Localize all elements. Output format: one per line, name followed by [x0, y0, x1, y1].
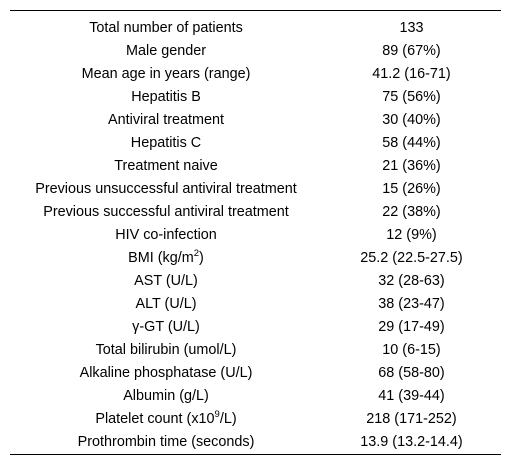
row-label: Hepatitis B — [131, 88, 201, 105]
row-value: 13.9 (13.2-14.4) — [360, 433, 463, 450]
row-label-text: BMI (kg/m — [128, 249, 194, 266]
table-row: Prothrombin time (seconds) 13.9 (13.2-14… — [10, 430, 501, 453]
row-label: Previous successful antiviral treatment — [43, 203, 289, 220]
row-value: 133 — [399, 19, 424, 36]
row-value: 25.2 (22.5-27.5) — [360, 249, 463, 266]
row-label: Prothrombin time (seconds) — [77, 433, 255, 450]
row-value: 10 (6-15) — [382, 341, 441, 358]
table-row: Hepatitis C 58 (44%) — [10, 131, 501, 154]
row-value: 38 (23-47) — [378, 295, 445, 312]
row-value: 68 (58-80) — [378, 364, 445, 381]
table-row: Antiviral treatment 30 (40%) — [10, 108, 501, 131]
row-label-text: ) — [199, 249, 204, 266]
table-row: AST (U/L) 32 (28-63) — [10, 269, 501, 292]
row-value: 21 (36%) — [382, 157, 441, 174]
row-value: 218 (171-252) — [366, 410, 457, 427]
row-label: Alkaline phosphatase (U/L) — [79, 364, 253, 381]
table-row: Male gender 89 (67%) — [10, 39, 501, 62]
row-value: 89 (67%) — [382, 42, 441, 59]
row-label: Albumin (g/L) — [123, 387, 209, 404]
table-row: Albumin (g/L) 41 (39-44) — [10, 384, 501, 407]
row-value: 15 (26%) — [382, 180, 441, 197]
row-value: 41 (39-44) — [378, 387, 445, 404]
row-label: HIV co-infection — [115, 226, 217, 243]
row-label: Male gender — [126, 42, 206, 59]
row-value: 30 (40%) — [382, 111, 441, 128]
table-row: Mean age in years (range) 41.2 (16-71) — [10, 62, 501, 85]
table-row: HIV co-infection 12 (9%) — [10, 223, 501, 246]
row-label: Previous unsuccessful antiviral treatmen… — [35, 180, 297, 197]
table-row: Previous successful antiviral treatment … — [10, 200, 501, 223]
row-label: Total number of patients — [89, 19, 243, 36]
row-label: Antiviral treatment — [108, 111, 224, 128]
row-value: 75 (56%) — [382, 88, 441, 105]
table-row: Platelet count (x109/L) 218 (171-252) — [10, 407, 501, 430]
row-label: AST (U/L) — [134, 272, 198, 289]
row-label: BMI (kg/m2) — [10, 246, 322, 269]
row-label-text: /L) — [219, 410, 237, 427]
row-label: Treatment naive — [114, 157, 218, 174]
table-row: Total bilirubin (umol/L) 10 (6-15) — [10, 338, 501, 361]
row-value: 12 (9%) — [386, 226, 437, 243]
row-value: 41.2 (16-71) — [372, 65, 451, 82]
table-row: γ-GT (U/L) 29 (17-49) — [10, 315, 501, 338]
data-table: Total number of patients 133 Male gender… — [10, 16, 501, 453]
table-row: Total number of patients 133 — [10, 16, 501, 39]
row-label: γ-GT (U/L) — [132, 318, 200, 335]
row-value: 32 (28-63) — [378, 272, 445, 289]
superscript: 2 — [193, 247, 200, 259]
row-label-text: Platelet count (x10 — [95, 410, 215, 427]
row-label: Hepatitis C — [130, 134, 202, 151]
row-value: 29 (17-49) — [378, 318, 445, 335]
table-row: ALT (U/L) 38 (23-47) — [10, 292, 501, 315]
patient-characteristics-table: Total number of patients 133 Male gender… — [10, 10, 501, 455]
row-label: Total bilirubin (umol/L) — [95, 341, 237, 358]
row-label: Platelet count (x109/L) — [10, 407, 322, 430]
table-row: BMI (kg/m2) 25.2 (22.5-27.5) — [10, 246, 501, 269]
table-row: Treatment naive 21 (36%) — [10, 154, 501, 177]
row-label: Mean age in years (range) — [81, 65, 251, 82]
superscript: 9 — [214, 408, 220, 420]
row-label: ALT (U/L) — [135, 295, 197, 312]
table-row: Hepatitis B 75 (56%) — [10, 85, 501, 108]
table-row: Previous unsuccessful antiviral treatmen… — [10, 177, 501, 200]
row-value: 22 (38%) — [382, 203, 441, 220]
table-row: Alkaline phosphatase (U/L) 68 (58-80) — [10, 361, 501, 384]
row-value: 58 (44%) — [382, 134, 441, 151]
